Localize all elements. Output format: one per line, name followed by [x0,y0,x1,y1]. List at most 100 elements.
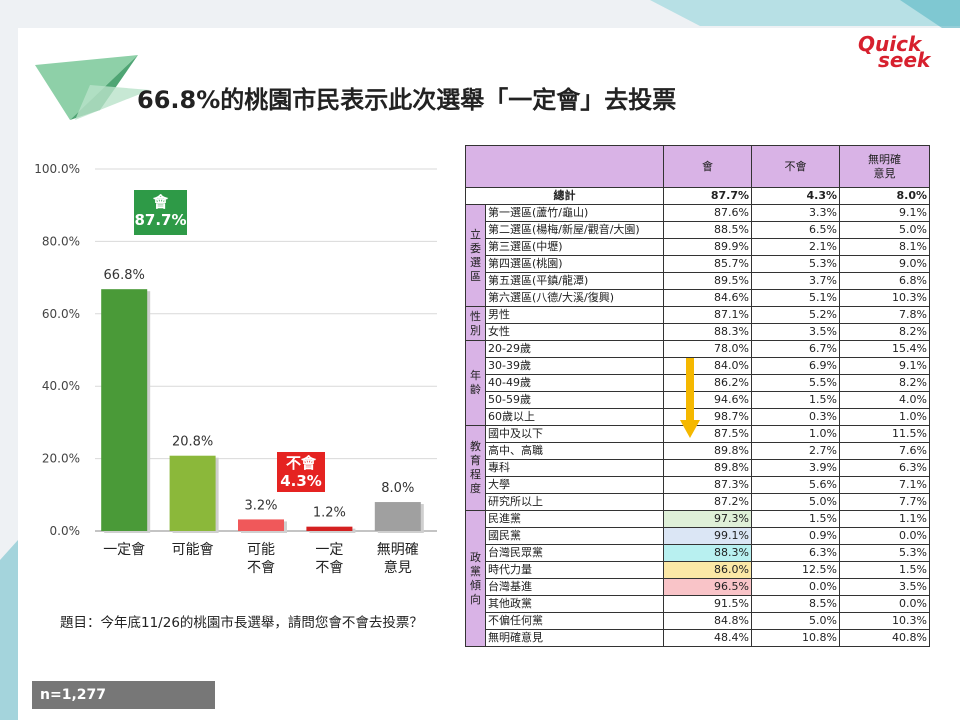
category-label: 意見 [384,559,412,576]
callout-yes: 會 87.7% [134,190,187,235]
table-cell: 85.7% [663,255,752,273]
table-cell: 84.8% [663,612,752,630]
table-cell: 5.6% [751,476,840,494]
table-cell: 10.3% [839,289,930,307]
y-tick-label: 80.0% [42,234,80,248]
table-row: 高中、高職 89.8% 2.7% 7.6% [466,442,930,460]
row-label: 20-29歲 [485,340,664,358]
table-cell: 8.2% [839,374,930,392]
group-label: 教育程度 [465,425,486,511]
table-cell: 3.9% [751,459,840,477]
table-row: 第四選區(桃園) 85.7% 5.3% 9.0% [466,255,930,273]
bar-chart: 0.0%20.0%40.0%60.0%80.0%100.0%66.8%一定會20… [34,162,437,576]
table-cell: 6.9% [751,357,840,375]
table-row-total: 總計 87.7% 4.3% 8.0% [465,187,930,205]
category-label: 可能會 [172,542,214,558]
table-cell: 0.0% [751,578,840,596]
table-row: 台灣民眾黨 88.3% 6.3% 5.3% [466,544,930,562]
table-row: 第五選區(平鎮/龍潭) 89.5% 3.7% 6.8% [466,272,930,290]
table-row: 第二選區(楊梅/新屋/觀音/大園) 88.5% 6.5% 5.0% [466,221,930,239]
category-label: 一定會 [103,542,145,558]
row-label: 研究所以上 [485,493,664,511]
table-cell: 2.1% [751,238,840,256]
quickseek-logo: Quick seek [858,34,930,70]
table-cell: 0.3% [751,408,840,426]
table-cell: 87.1% [663,306,752,324]
group-label: 性別 [465,306,486,341]
table-cell: 99.1% [663,527,752,545]
table-cell: 84.0% [663,357,752,375]
table-cell: 6.3% [839,459,930,477]
y-tick-label: 100.0% [34,162,80,176]
callout-no-value: 4.3% [280,472,322,490]
bar-value-label: 8.0% [381,481,414,496]
table-cell: 12.5% [751,561,840,579]
table-row: 時代力量 86.0% 12.5% 1.5% [466,561,930,579]
table-header-row: 會 不會 無明確 意見 [465,145,930,188]
row-label: 總計 [465,187,664,205]
bar-value-label: 20.8% [172,435,213,450]
table-cell: 5.1% [751,289,840,307]
table-cell: 15.4% [839,340,930,358]
y-tick-label: 40.0% [42,379,80,393]
table-row: 無明確意見 48.4% 10.8% 40.8% [466,629,930,647]
row-label: 國民黨 [485,527,664,545]
category-label: 一定 [315,542,343,558]
row-label: 台灣基進 [485,578,664,596]
logo-line1: Quick [858,32,922,56]
table-cell: 88.5% [663,221,752,239]
table-row: 第三選區(中壢) 89.9% 2.1% 8.1% [466,238,930,256]
category-label: 可能 [247,542,275,558]
table-cell: 87.2% [663,493,752,511]
table-cell: 10.8% [751,629,840,647]
table-cell: 8.0% [839,187,930,205]
table-row: 50-59歲 94.6% 1.5% 4.0% [466,391,930,409]
header-no: 不會 [751,145,840,188]
row-label: 女性 [485,323,664,341]
y-tick-label: 60.0% [42,307,80,321]
table-cell: 11.5% [839,425,930,443]
table-cell: 9.0% [839,255,930,273]
table-cell: 7.7% [839,493,930,511]
table-cell: 87.3% [663,476,752,494]
table-cell: 5.0% [839,221,930,239]
table-cell: 40.8% [839,629,930,647]
table-cell: 98.7% [663,408,752,426]
table-cell: 1.5% [751,510,840,528]
table-cell: 9.1% [839,357,930,375]
table-cell: 5.2% [751,306,840,324]
table-cell: 1.0% [839,408,930,426]
row-label: 大學 [485,476,664,494]
table-cell: 89.8% [663,459,752,477]
table-cell: 94.6% [663,391,752,409]
row-label: 不偏任何黨 [485,612,664,630]
sample-size-badge: n=1,277 [32,681,215,709]
row-label: 國中及以下 [485,425,664,443]
table-cell: 86.2% [663,374,752,392]
table-row: 不偏任何黨 84.8% 5.0% 10.3% [466,612,930,630]
row-label: 台灣民眾黨 [485,544,664,562]
category-label: 不會 [315,560,343,576]
table-cell: 5.0% [751,612,840,630]
paper-plane-decoration [35,55,150,120]
table-cell: 8.1% [839,238,930,256]
bar [374,502,421,531]
table-row: 年齡 20-29歲 78.0% 6.7% 15.4% [465,340,930,426]
bar [169,455,216,531]
row-label: 高中、高職 [485,442,664,460]
table-cell: 8.5% [751,595,840,613]
table-cell: 9.1% [839,204,930,222]
row-label: 第二選區(楊梅/新屋/觀音/大園) [485,221,664,239]
table-cell: 6.3% [751,544,840,562]
table-cell: 5.3% [839,544,930,562]
table-cell: 87.5% [663,425,752,443]
table-cell: 78.0% [663,340,752,358]
row-label: 第三選區(中壢) [485,238,664,256]
y-tick-label: 0.0% [50,524,81,538]
table-cell: 97.3% [663,510,752,528]
crosstab-table: 會 不會 無明確 意見 總計 87.7% 4.3% 8.0% 立委選區第一選區(蘆竹/龜山… [465,145,930,647]
table-cell: 1.1% [839,510,930,528]
question-text: 題目：今年底11/26的桃園市長選舉，請問您會不會去投票？ [60,615,423,631]
table-cell: 4.3% [751,187,840,205]
